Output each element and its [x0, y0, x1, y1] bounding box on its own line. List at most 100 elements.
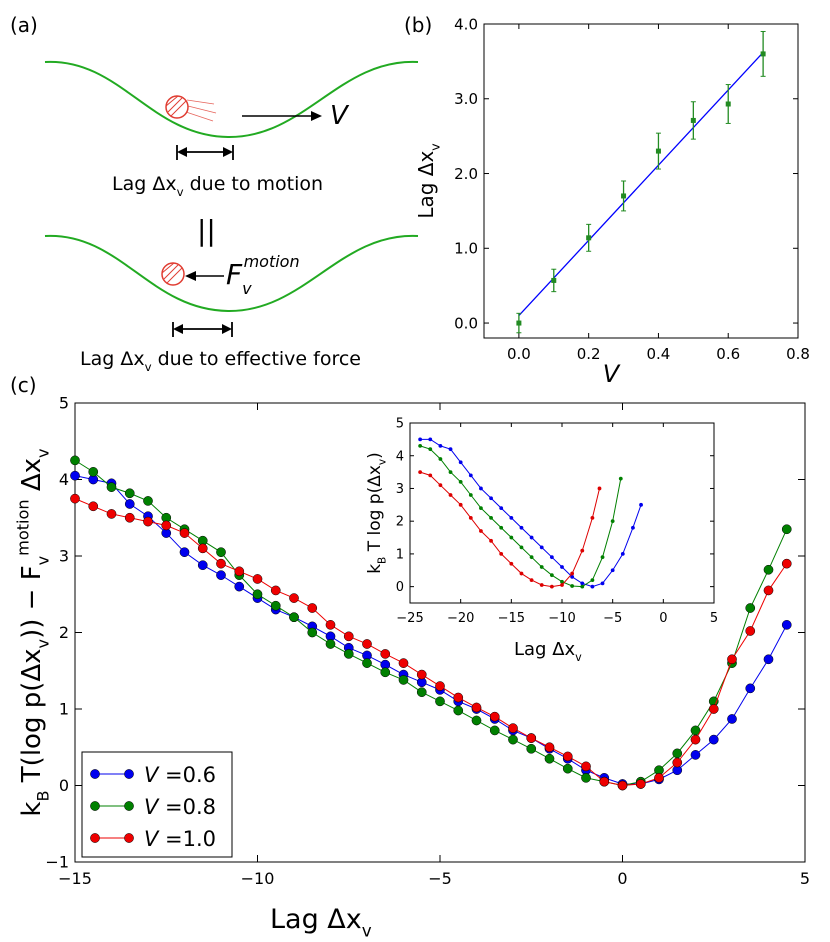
- data-point: [539, 545, 544, 550]
- particle-top-hatch: [165, 95, 187, 117]
- data-point: [124, 499, 135, 509]
- data-point: [599, 776, 610, 787]
- x-tick-label: −5: [428, 869, 452, 888]
- data-point: [234, 581, 245, 592]
- x-tick-label: −15: [498, 611, 525, 626]
- x-tick-label: 5: [800, 869, 810, 888]
- y-tick-label: −1: [45, 853, 69, 872]
- data-point: [124, 488, 135, 499]
- data-point: [570, 574, 575, 579]
- x-tick-label: 0: [659, 611, 667, 626]
- data-point: [690, 734, 701, 745]
- data-point: [597, 486, 602, 491]
- data-point: [560, 565, 564, 569]
- data-point: [508, 734, 518, 745]
- data-point: [529, 555, 534, 560]
- x-tick-label: −10: [241, 869, 275, 888]
- data-point: [70, 493, 80, 504]
- y-tick-label: 1: [396, 547, 404, 562]
- y-tick-label: 4: [396, 449, 404, 464]
- data-point: [289, 612, 299, 623]
- data-point: [216, 570, 226, 580]
- data-point: [727, 654, 737, 665]
- data-point: [655, 148, 661, 154]
- data-point: [398, 675, 409, 685]
- y-tick-label: 3: [396, 482, 404, 497]
- x-axis-label: V: [603, 360, 621, 388]
- data-point: [708, 704, 719, 714]
- y-tick-label: 2: [59, 623, 69, 642]
- legend-label: V =1.0: [144, 827, 216, 851]
- fit-line: [518, 51, 764, 317]
- data-point: [143, 516, 153, 527]
- legend-swatch-marker: [90, 801, 100, 811]
- data-point: [362, 658, 372, 668]
- x-tick-label: 0: [617, 869, 627, 888]
- data-point: [428, 447, 433, 452]
- data-point: [468, 493, 473, 497]
- data-point: [418, 444, 423, 448]
- legend-swatch-marker: [90, 833, 100, 843]
- data-point: [453, 705, 464, 716]
- data-point: [560, 583, 564, 587]
- data-point: [489, 496, 493, 501]
- data-point: [418, 470, 423, 474]
- data-point: [519, 571, 524, 576]
- data-point: [590, 584, 595, 589]
- data-point: [88, 501, 99, 512]
- data-point: [580, 581, 585, 586]
- data-point: [560, 579, 564, 584]
- data-point: [586, 235, 592, 241]
- data-point: [197, 560, 208, 571]
- data-point: [549, 573, 554, 578]
- data-point: [458, 480, 463, 484]
- series-line: [74, 475, 788, 785]
- data-point: [179, 547, 190, 558]
- data-point: [781, 524, 792, 535]
- data-point: [468, 516, 473, 520]
- legend-frame: [81, 751, 233, 858]
- data-point: [621, 193, 627, 199]
- data-point: [216, 558, 226, 569]
- velocity-label: V: [330, 101, 350, 131]
- x-tick-label: 5: [710, 611, 718, 626]
- data-point: [708, 734, 719, 745]
- data-point: [639, 502, 643, 507]
- data-point: [479, 506, 483, 510]
- data-point: [380, 667, 391, 678]
- chart-c-inset: −25 −20 −15 −10 −5 0 5 0 1 2 3 4 5 Lag Δxv kB T log p(…: [365, 417, 718, 664]
- data-point: [479, 529, 483, 533]
- equals-sign: ||: [197, 214, 216, 247]
- data-point: [70, 455, 80, 466]
- data-point: [760, 51, 766, 57]
- inset-series-1: [418, 437, 643, 589]
- data-point: [325, 620, 336, 630]
- data-point: [448, 493, 453, 497]
- data-point: [489, 725, 500, 736]
- y-tick-label: 4: [59, 470, 69, 489]
- data-point: [690, 750, 701, 760]
- data-point: [631, 525, 635, 530]
- inset-background: [410, 423, 714, 603]
- data-point: [509, 516, 514, 520]
- particle-bottom: [161, 262, 185, 286]
- data-point: [124, 512, 135, 523]
- y-axis-label: Lag Δxv: [414, 143, 442, 218]
- x-tick-label: 0.8: [786, 345, 810, 363]
- data-point: [471, 702, 482, 713]
- data-point: [252, 574, 263, 584]
- data-point: [519, 545, 524, 550]
- y-tick-label: 0: [59, 776, 69, 795]
- data-point: [307, 627, 318, 638]
- data-point: [519, 525, 524, 530]
- particle-top: [165, 95, 189, 119]
- data-point: [197, 543, 208, 554]
- panel-c-label: (c): [10, 373, 37, 397]
- data-point: [526, 743, 537, 754]
- data-point: [635, 779, 646, 789]
- potential-curve-bottom: [44, 234, 419, 313]
- data-point: [581, 773, 591, 783]
- data-point: [458, 460, 463, 465]
- y-tick-label: 3.0: [454, 90, 478, 108]
